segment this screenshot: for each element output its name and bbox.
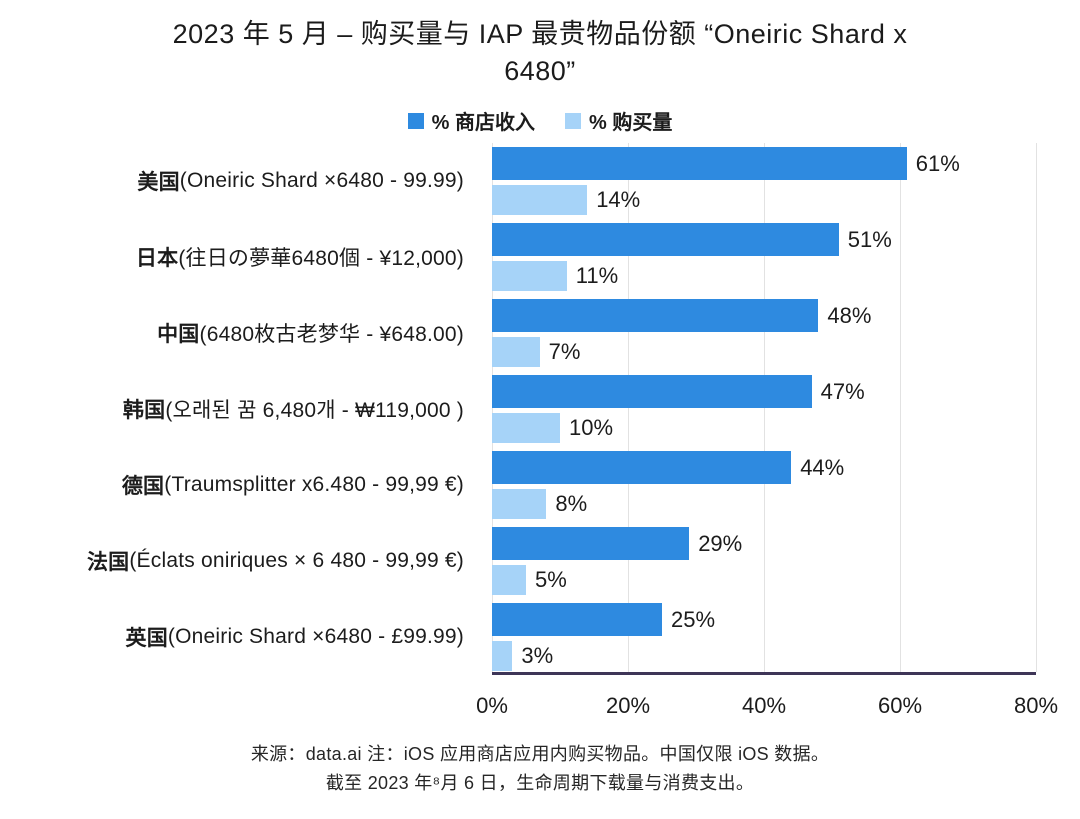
bar-value-label: 5% (535, 567, 567, 592)
bar-purchase-volume (492, 413, 560, 443)
category-item: (오래된 꿈 6,480개 - ₩119,000 ) (165, 399, 464, 422)
chart-row: 韩国 (오래된 꿈 6,480개 - ₩119,000 ) 47% 10% (0, 371, 1080, 447)
category-country: 法国 (86, 551, 130, 574)
legend-item-store-revenue: % 商店收入 (407, 106, 535, 135)
bar-value-label: 8% (555, 491, 588, 516)
x-axis-tick-label: 20% (605, 693, 651, 718)
legend-item-purchase-volume: % 购买量 (565, 106, 672, 135)
category-label: 韩国 (오래된 꿈 6,480개 - ₩119,000 ) (0, 371, 492, 447)
category-item: (6480枚古老梦华 - ¥648.00) (199, 323, 464, 346)
bar-purchase-volume (492, 337, 540, 367)
category-item: (Éclats oniriques × 6 480 - 99,99 €) (129, 549, 464, 572)
category-item: (Oneiric Shard ×6480 - £99.99) (167, 625, 464, 648)
legend-swatch-purchase-volume (565, 112, 581, 129)
category-bars: 61% 14% (492, 143, 1080, 219)
bar-value-label: 61% (915, 150, 960, 176)
bar-purchase-volume (492, 641, 513, 671)
category-label: 日本 (往日の夢華6480個 - ¥12,000) (0, 219, 492, 295)
legend-label-purchase-volume: % 购买量 (589, 112, 673, 134)
chart-row: 法国 (Éclats oniriques × 6 480 - 99,99 €) 29… (0, 523, 1080, 599)
x-axis-ticks: 0% 20% 40% 60% 80% (476, 693, 1058, 723)
source-note-line2: 截至 2023 年⁸月 6 日，生命周期下载量与消费支出。 (325, 773, 755, 793)
bar-value-label: 48% (827, 302, 872, 328)
category-bars: 29% 5% (492, 523, 1080, 599)
chart-row: 英国 (Oneiric Shard ×6480 - £99.99) 25% 3% (0, 599, 1080, 675)
bar-purchase-volume (492, 261, 567, 291)
category-item: (Traumsplitter x6.480 - 99,99 €) (164, 473, 464, 496)
gridline (1036, 143, 1037, 672)
bar-value-label: 25% (671, 606, 716, 632)
category-country: 德国 (121, 475, 165, 498)
bar-store-revenue (492, 223, 839, 256)
category-country: 英国 (125, 627, 168, 650)
bar-purchase-volume (492, 185, 588, 215)
category-bars: 51% 11% (492, 219, 1080, 295)
category-bars: 44% 8% (492, 447, 1080, 523)
category-label: 美国 (Oneiric Shard ×6480 - 99.99) (0, 143, 492, 219)
category-country: 日本 (135, 247, 179, 270)
bar-value-label: 14% (596, 187, 641, 212)
legend-swatch-store-revenue (407, 112, 424, 129)
category-country: 中国 (157, 323, 200, 346)
bar-purchase-volume (492, 489, 547, 519)
chart-row: 日本 (往日の夢華6480個 - ¥12,000) 51% 11% (0, 219, 1080, 295)
category-country: 美国 (137, 171, 180, 194)
bar-store-revenue (492, 147, 907, 180)
category-label: 中国 (6480枚古老梦华 - ¥648.00) (0, 295, 492, 371)
bar-value-label: 11% (575, 263, 619, 288)
bar-store-revenue (492, 527, 690, 560)
category-label: 法国 (Éclats oniriques × 6 480 - 99,99 €) (0, 523, 492, 599)
chart-row: 美国 (Oneiric Shard ×6480 - 99.99) 61% 14% (0, 143, 1080, 219)
x-axis-tick-label: 80% (1013, 693, 1059, 718)
bar-value-label: 51% (847, 226, 892, 252)
bar-value-label: 47% (820, 378, 865, 404)
chart-row: 中国 (6480枚古老梦华 - ¥648.00) 48% 7% (0, 295, 1080, 371)
chart-legend: % 商店收入 % 购买量 (0, 106, 1080, 135)
chart-title: 2023 年 5 月 – 购买量与 IAP 最贵物品份额 “Oneiric Sh… (172, 19, 908, 87)
bar-value-label: 7% (548, 339, 581, 364)
source-note: 来源：data.ai 注：iOS 应用商店应用内购买物品。中国仅限 iOS 数据… (0, 740, 1080, 798)
bar-value-label: 10% (569, 415, 614, 440)
legend-label-store-revenue: % 商店收入 (431, 112, 535, 134)
bar-store-revenue (492, 603, 662, 636)
category-label: 德国 (Traumsplitter x6.480 - 99,99 €) (0, 447, 492, 523)
category-bars: 47% 10% (492, 371, 1080, 447)
bar-store-revenue (492, 375, 812, 408)
category-label: 英国 (Oneiric Shard ×6480 - £99.99) (0, 599, 492, 675)
bar-store-revenue (492, 299, 819, 332)
category-bars: 48% 7% (492, 295, 1080, 371)
category-item: (往日の夢華6480個 - ¥12,000) (178, 247, 464, 270)
category-bars: 25% 3% (492, 599, 1080, 675)
x-axis-tick-label: 60% (877, 693, 923, 718)
bar-purchase-volume (492, 565, 526, 595)
category-item: (Oneiric Shard ×6480 - 99.99) (179, 169, 464, 192)
chart-rows: 美国 (Oneiric Shard ×6480 - 99.99) 61% 14% 日本(… (0, 143, 1080, 675)
bar-value-label: 44% (800, 454, 845, 480)
bar-value-label: 29% (698, 530, 743, 556)
x-axis-tick-label: 40% (741, 693, 787, 718)
x-axis-tick-label: 0% (476, 693, 508, 718)
category-country: 韩国 (122, 399, 166, 422)
source-note-line1: 来源：data.ai 注：iOS 应用商店应用内购买物品。中国仅限 iOS 数据… (250, 744, 830, 764)
bar-chart: 美国 (Oneiric Shard ×6480 - 99.99) 61% 14% 日本(… (0, 143, 1080, 743)
bar-value-label: 3% (521, 643, 554, 668)
gridline (900, 143, 901, 672)
chart-row: 德国 (Traumsplitter x6.480 - 99,99 €) 44% 8% (0, 447, 1080, 523)
bar-store-revenue (492, 451, 792, 484)
